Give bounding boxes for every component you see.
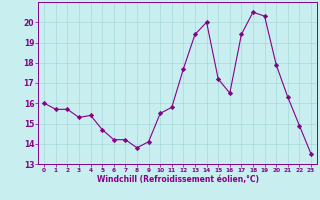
X-axis label: Windchill (Refroidissement éolien,°C): Windchill (Refroidissement éolien,°C) <box>97 175 259 184</box>
